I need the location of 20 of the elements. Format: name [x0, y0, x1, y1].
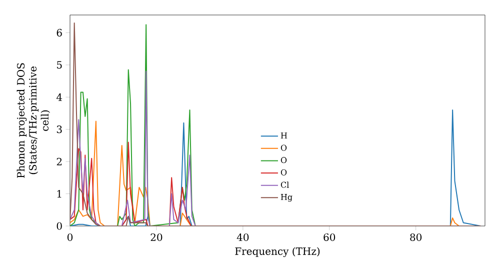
x-tick-label: 0 — [67, 233, 73, 242]
x-tick-label: 40 — [236, 233, 249, 242]
x-axis-title: Frequency (THz) — [235, 247, 320, 258]
x-tick-label: 60 — [324, 233, 336, 242]
legend-label: O — [280, 144, 287, 151]
x-tick-label: 80 — [410, 233, 422, 242]
legend-label: Cl — [280, 182, 289, 188]
y-tick-label: 0 — [56, 222, 62, 230]
y-tick-label: 5 — [57, 61, 62, 69]
x-tick-label: 20 — [150, 233, 162, 242]
y-tick-label: 4 — [56, 93, 62, 101]
legend-label: O — [280, 169, 287, 176]
y-tick-label: 1 — [57, 190, 62, 198]
legend-label: O — [280, 157, 287, 164]
y-tick-label: 3 — [56, 126, 62, 134]
y-tick-label: 2 — [56, 158, 62, 166]
y-axis-title: Phonon projected DOS (States/THz·primitive cell) — [16, 63, 50, 178]
legend-label: H — [280, 132, 288, 138]
legend-label: Hg — [280, 194, 292, 202]
y-tick-label: 6 — [56, 28, 62, 36]
